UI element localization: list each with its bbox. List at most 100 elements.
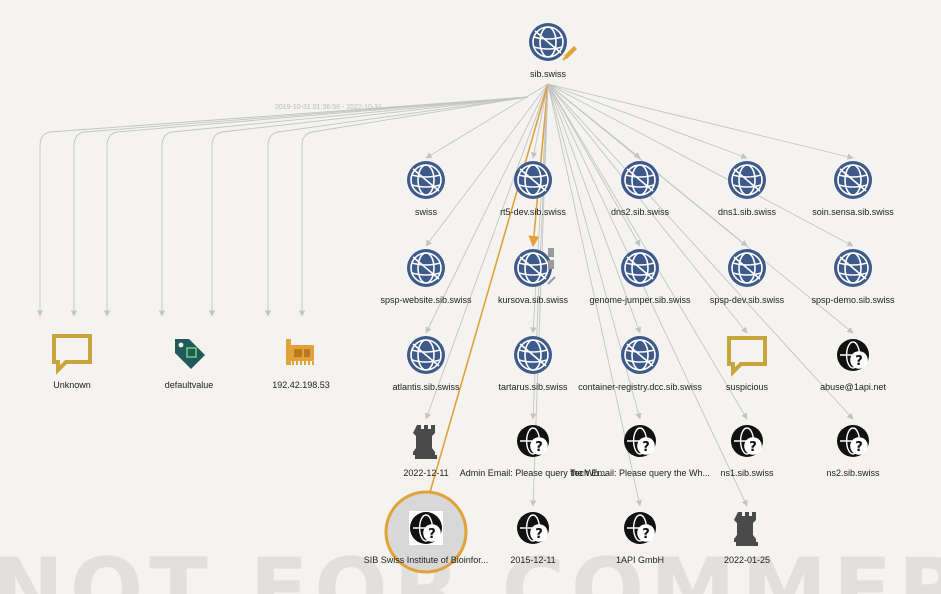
node-label: suspicious <box>726 382 769 392</box>
edge-sibinst <box>423 83 549 508</box>
node-suspicious[interactable]: suspicious <box>726 336 769 392</box>
node-label: spsp-demo.sib.swiss <box>811 295 895 305</box>
globe-icon <box>514 249 552 287</box>
node-ns2[interactable]: ? ns2.sib.swiss <box>826 425 880 478</box>
globe-icon <box>407 161 445 199</box>
node-label: 2022-12-11 <box>403 468 448 478</box>
node-spspdemo[interactable]: spsp-demo.sib.swiss <box>811 249 895 305</box>
node-label: defaultvalue <box>165 380 214 390</box>
network-card-icon <box>286 339 314 365</box>
unknown-entity-icon: ? <box>517 425 549 457</box>
node-defaultvalue[interactable]: defaultvalue <box>165 339 214 390</box>
speech-bubble-icon <box>52 334 92 375</box>
node-label: genome-jumper.sib.swiss <box>589 295 691 305</box>
svg-text:?: ? <box>749 440 757 455</box>
edge-soin <box>547 83 854 160</box>
svg-text:?: ? <box>535 527 543 542</box>
node-abuse[interactable]: ? abuse@1api.net <box>820 339 886 392</box>
chess-rook-icon <box>413 425 437 459</box>
node-dns1[interactable]: dns1.sib.swiss <box>718 161 777 217</box>
node-label: atlantis.sib.swiss <box>392 382 460 392</box>
edge-registry <box>547 83 641 334</box>
edge-spspdemo <box>547 83 854 247</box>
node-label: Tech Email: Please query the Wh... <box>570 468 710 478</box>
globe-icon <box>834 161 872 199</box>
node-label: dns2.sib.swiss <box>611 207 670 217</box>
globe-icon <box>621 249 659 287</box>
edge-fan-1 <box>103 96 529 317</box>
globe-icon <box>529 23 567 61</box>
globe-icon <box>728 249 766 287</box>
node-label: Admin Email: Please query the Wh... <box>460 468 607 478</box>
globe-icon <box>834 249 872 287</box>
node-oneapi[interactable]: ? 1API GmbH <box>616 512 664 565</box>
edge-abuse <box>547 83 854 334</box>
edge-d20221211 <box>424 83 549 420</box>
globe-icon <box>514 161 552 199</box>
edge-unknown <box>36 96 529 317</box>
node-label: kursova.sib.swiss <box>498 295 569 305</box>
node-spspweb[interactable]: spsp-website.sib.swiss <box>380 249 472 305</box>
node-label: dns1.sib.swiss <box>718 207 777 217</box>
node-soin[interactable]: soin.sensa.sib.swiss <box>812 161 894 217</box>
node-label: sib.swiss <box>530 69 567 79</box>
node-atlantis[interactable]: atlantis.sib.swiss <box>392 336 460 392</box>
edge-atlantis <box>425 83 549 334</box>
node-label: rt5-dev.sib.swiss <box>500 207 566 217</box>
edge-dns1 <box>547 83 748 159</box>
unknown-entity-icon: ? <box>624 512 656 544</box>
node-sibinst[interactable]: ? SIB Swiss Institute of Bioinfor... <box>364 490 489 574</box>
svg-text:?: ? <box>535 440 543 455</box>
edge-oneapi <box>547 83 642 507</box>
globe-icon <box>621 161 659 199</box>
node-techemail[interactable]: ? Tech Email: Please query the Wh... <box>570 425 710 478</box>
node-d20220125[interactable]: 2022-01-25 <box>724 512 770 565</box>
node-d20221211[interactable]: 2022-12-11 <box>403 425 449 478</box>
node-label: ns1.sib.swiss <box>720 468 774 478</box>
node-label: swiss <box>415 207 437 217</box>
node-label: tartarus.sib.swiss <box>498 382 568 392</box>
edge-label: 2019-10-31 01:36:58 - 2022-10-31 ... <box>275 104 390 111</box>
node-genome[interactable]: genome-jumper.sib.swiss <box>589 249 691 305</box>
node-label: spsp-website.sib.swiss <box>380 295 472 305</box>
svg-text:?: ? <box>855 354 863 369</box>
chess-rook-icon <box>734 512 758 546</box>
node-ip[interactable]: 192.42.198.53 <box>272 339 330 390</box>
node-kursova[interactable]: kursova.sib.swiss <box>498 249 569 305</box>
node-label: spsp-dev.sib.swiss <box>710 295 785 305</box>
node-adminemail[interactable]: ? Admin Email: Please query the Wh... <box>460 425 607 478</box>
globe-icon <box>621 336 659 374</box>
edge-ip <box>264 96 529 317</box>
svg-text:?: ? <box>642 440 650 455</box>
node-label: 192.42.198.53 <box>272 380 330 390</box>
node-root[interactable]: sib.swiss <box>529 23 577 79</box>
node-rt5dev[interactable]: rt5-dev.sib.swiss <box>500 161 566 217</box>
node-label: 2015-12-11 <box>510 555 555 565</box>
node-registry[interactable]: container-registry.dcc.sib.swiss <box>578 336 702 392</box>
node-unknown[interactable]: Unknown <box>52 334 92 390</box>
edge-fan-3 <box>298 96 529 317</box>
node-label: container-registry.dcc.sib.swiss <box>578 382 702 392</box>
node-label: 2022-01-25 <box>724 555 770 565</box>
node-spspdev[interactable]: spsp-dev.sib.swiss <box>710 249 785 305</box>
edge-suspicious <box>547 83 748 334</box>
node-label: 1API GmbH <box>616 555 664 565</box>
node-tartarus[interactable]: tartarus.sib.swiss <box>498 336 568 392</box>
node-dns2[interactable]: dns2.sib.swiss <box>611 161 670 217</box>
edge-genome <box>547 83 641 247</box>
pin-icon <box>562 46 577 61</box>
edge-defaultvalue <box>158 96 529 317</box>
node-swiss[interactable]: swiss <box>407 161 445 217</box>
globe-icon <box>728 161 766 199</box>
node-ns1[interactable]: ? ns1.sib.swiss <box>720 425 774 478</box>
svg-text:?: ? <box>855 440 863 455</box>
edge-rt5dev <box>531 83 549 159</box>
nodes: sib.swiss Unknown defaultvalue 192.42.198.5… <box>52 23 895 574</box>
svg-text:?: ? <box>642 527 650 542</box>
node-label: Unknown <box>53 380 91 390</box>
edge-tartarus <box>530 83 549 334</box>
node-d20151211[interactable]: ? 2015-12-11 <box>510 512 556 565</box>
unknown-entity-icon: ? <box>837 339 869 371</box>
edge-ns2 <box>547 83 854 420</box>
